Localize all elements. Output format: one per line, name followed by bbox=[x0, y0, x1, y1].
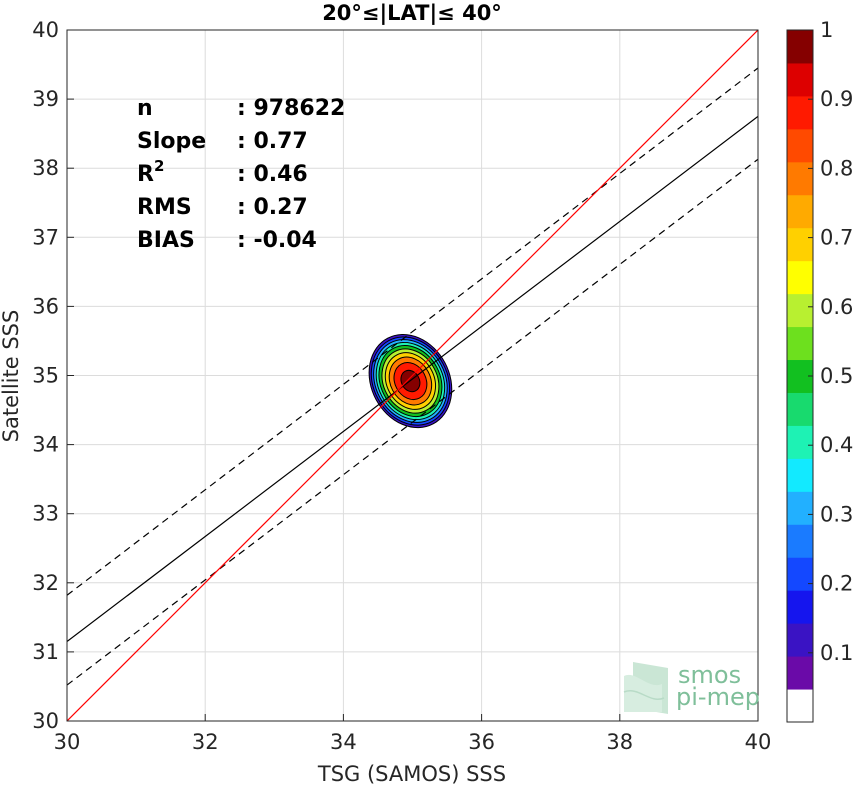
chart-title: 20°≤|LAT|≤ 40° bbox=[322, 1, 502, 26]
y-axis-label: Satellite SSS bbox=[0, 310, 23, 443]
smos-pi-mep-logo: smos pi-mep bbox=[623, 661, 760, 714]
colorbar-segment bbox=[787, 194, 813, 229]
y-tick-label: 38 bbox=[32, 156, 59, 180]
colorbar-tick-label: 0.4 bbox=[820, 433, 853, 457]
stat-label: n bbox=[137, 96, 153, 121]
colorbar-segment bbox=[787, 623, 813, 657]
x-tick-label: 38 bbox=[606, 730, 633, 754]
x-tick-label: 30 bbox=[54, 730, 81, 754]
colorbar-segment bbox=[787, 62, 813, 97]
colorbar-tick-label: 0.8 bbox=[820, 156, 853, 180]
colorbar-segment bbox=[787, 128, 813, 163]
colorbar-tick-label: 0.5 bbox=[820, 364, 853, 388]
stat-superscript: 2 bbox=[154, 157, 164, 175]
colorbar-tick-label: 0.2 bbox=[820, 572, 853, 596]
colorbar-segment bbox=[787, 689, 813, 723]
y-tick-label: 36 bbox=[32, 294, 59, 318]
regression-lines bbox=[67, 30, 758, 721]
colorbar-tick-label: 1 bbox=[820, 18, 833, 42]
colorbar-tick-label: 0.7 bbox=[820, 226, 853, 250]
colorbar-segment bbox=[787, 557, 813, 591]
colorbar-tick-label: 0.1 bbox=[820, 641, 853, 665]
x-tick-label: 40 bbox=[745, 730, 772, 754]
stat-label: Slope bbox=[137, 129, 206, 154]
y-tick-label: 37 bbox=[32, 225, 59, 249]
colorbar-segment bbox=[787, 590, 813, 624]
x-axis-label: TSG (SAMOS) SSS bbox=[317, 762, 506, 786]
colorbar-segment bbox=[787, 458, 813, 492]
y-tick-label: 40 bbox=[32, 18, 59, 42]
regression-fit-line bbox=[67, 115, 758, 643]
y-tick-label: 39 bbox=[32, 87, 59, 111]
stat-value: : 0.27 bbox=[237, 195, 308, 220]
y-tick-label: 30 bbox=[32, 709, 59, 733]
colorbar-segment bbox=[787, 161, 813, 196]
grid bbox=[66, 29, 759, 722]
colorbar-segment bbox=[787, 95, 813, 130]
stat-label: RMS bbox=[137, 195, 192, 220]
y-axis: 30 31 32 33 34 35 36 37 38 39 40 bbox=[32, 18, 74, 733]
colorbar-segment bbox=[787, 656, 813, 690]
x-tick-label: 34 bbox=[330, 730, 357, 754]
colorbar-segment bbox=[787, 425, 813, 459]
colorbar-segment bbox=[787, 260, 813, 295]
y-tick-label: 33 bbox=[32, 502, 59, 526]
stat-value: : 978622 bbox=[237, 96, 345, 121]
colorbar-tick-label: 0.9 bbox=[820, 87, 853, 111]
colorbar-segment bbox=[787, 293, 813, 328]
x-tick-label: 32 bbox=[192, 730, 219, 754]
stat-value: : 0.77 bbox=[237, 129, 308, 154]
x-tick-label: 36 bbox=[468, 730, 495, 754]
colorbar-segment bbox=[787, 326, 813, 361]
stat-label: BIAS bbox=[137, 228, 195, 253]
y-tick-label: 32 bbox=[32, 571, 59, 595]
stat-value: : 0.46 bbox=[237, 162, 308, 187]
y-tick-label: 31 bbox=[32, 640, 59, 664]
fit-lower-dashed-line bbox=[67, 158, 758, 686]
colorbar-segment bbox=[787, 30, 813, 64]
colorbar-segment bbox=[787, 227, 813, 262]
y-tick-label: 34 bbox=[32, 433, 59, 457]
logo-text-pi-mep: pi-mep bbox=[676, 683, 760, 711]
colorbar-segment bbox=[787, 392, 813, 426]
x-axis: 30 32 34 36 38 40 bbox=[54, 714, 772, 754]
logo-wave-icon bbox=[623, 662, 668, 714]
colorbar-segment bbox=[787, 524, 813, 558]
colorbar-segment bbox=[787, 491, 813, 525]
stat-value: : -0.04 bbox=[237, 228, 317, 253]
colorbar: 0.1 0.2 0.3 0.4 0.5 0.6 0.7 0.8 0.9 1 bbox=[786, 18, 853, 723]
logo-text-smos: smos bbox=[678, 661, 741, 689]
y-tick-label: 35 bbox=[32, 364, 59, 388]
fit-upper-dashed-line bbox=[67, 67, 758, 596]
colorbar-tick-label: 0.3 bbox=[820, 502, 853, 526]
colorbar-tick-label: 0.6 bbox=[820, 295, 853, 319]
identity-line bbox=[67, 30, 758, 721]
